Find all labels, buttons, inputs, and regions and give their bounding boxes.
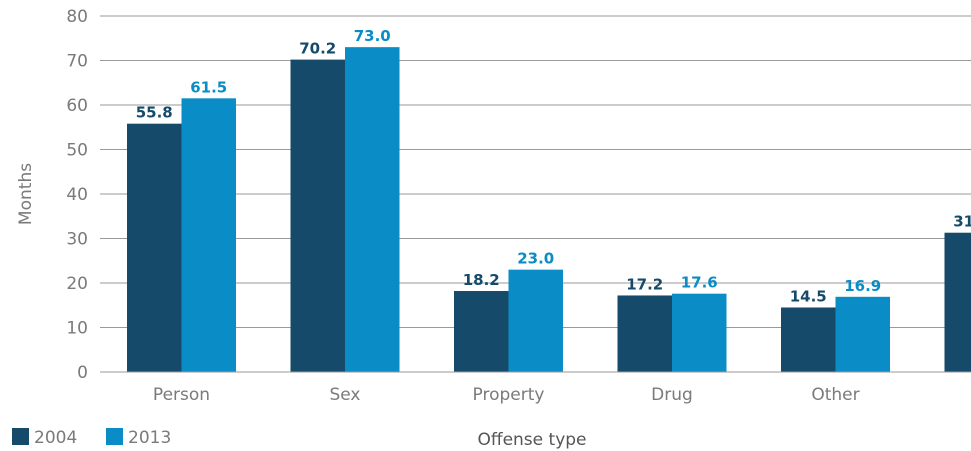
y-tick-label-10: 10: [66, 319, 88, 339]
legend-swatch-2013: [106, 428, 123, 445]
category-label-property: Property: [473, 385, 545, 405]
bar-other-2013: [835, 296, 890, 372]
bar-sex-2013: [345, 47, 400, 373]
category-label-person: Person: [153, 385, 210, 405]
bar-property-2004: [454, 291, 509, 372]
value-label-property-2004: 18.2: [463, 271, 500, 289]
category-labels: PersonSexPropertyDrugOtherAll: [153, 385, 860, 405]
grid-lines: [100, 15, 971, 328]
bar-drug-2013: [672, 293, 727, 372]
y-tick-label-40: 40: [66, 185, 88, 205]
y-axis-ticks: 0 10 20 30 40 50 60 70 80: [66, 7, 88, 383]
category-label-drug: Drug: [651, 385, 693, 405]
value-label-sex-2004: 70.2: [299, 40, 336, 58]
legend-label-2004: 2004: [34, 428, 77, 448]
value-label-person-2004: 55.8: [136, 104, 173, 122]
legend: 2004 2013: [12, 428, 171, 448]
x-axis-title: Offense type: [477, 430, 586, 450]
y-tick-label-70: 70: [66, 52, 88, 72]
bar-property-2013: [508, 269, 563, 372]
bar-person-2004: [127, 123, 182, 372]
y-tick-label-50: 50: [66, 141, 88, 161]
bar-all-2004: [944, 232, 971, 372]
category-label-sex: Sex: [329, 385, 360, 405]
value-label-drug-2004: 17.2: [626, 275, 663, 293]
value-label-other-2013: 16.9: [844, 277, 881, 295]
y-tick-label-80: 80: [66, 7, 88, 27]
bar-other-2004: [781, 307, 836, 372]
bars: [127, 47, 971, 373]
y-axis-title: Months: [16, 163, 36, 225]
value-labels: 55.8 61.5 70.2 73.0 18.2 23.0 17.2 17.6 14.5 16.9…: [136, 27, 971, 305]
bar-person-2013: [181, 98, 236, 372]
value-label-sex-2013: 73.0: [354, 27, 391, 45]
value-label-all-2004: 31.3: [953, 213, 971, 231]
value-label-property-2013: 23.0: [517, 250, 554, 268]
y-tick-label-20: 20: [66, 274, 88, 294]
value-label-other-2004: 14.5: [790, 287, 827, 305]
y-tick-label-30: 30: [66, 230, 88, 250]
legend-swatch-2004: [12, 428, 29, 445]
y-tick-label-0: 0: [77, 363, 88, 383]
value-label-drug-2013: 17.6: [681, 274, 718, 292]
bar-drug-2004: [617, 295, 672, 372]
value-label-person-2013: 61.5: [190, 78, 227, 96]
legend-label-2013: 2013: [128, 428, 171, 448]
category-label-other: Other: [811, 385, 859, 405]
bar-sex-2004: [290, 59, 345, 373]
y-tick-label-60: 60: [66, 96, 88, 116]
